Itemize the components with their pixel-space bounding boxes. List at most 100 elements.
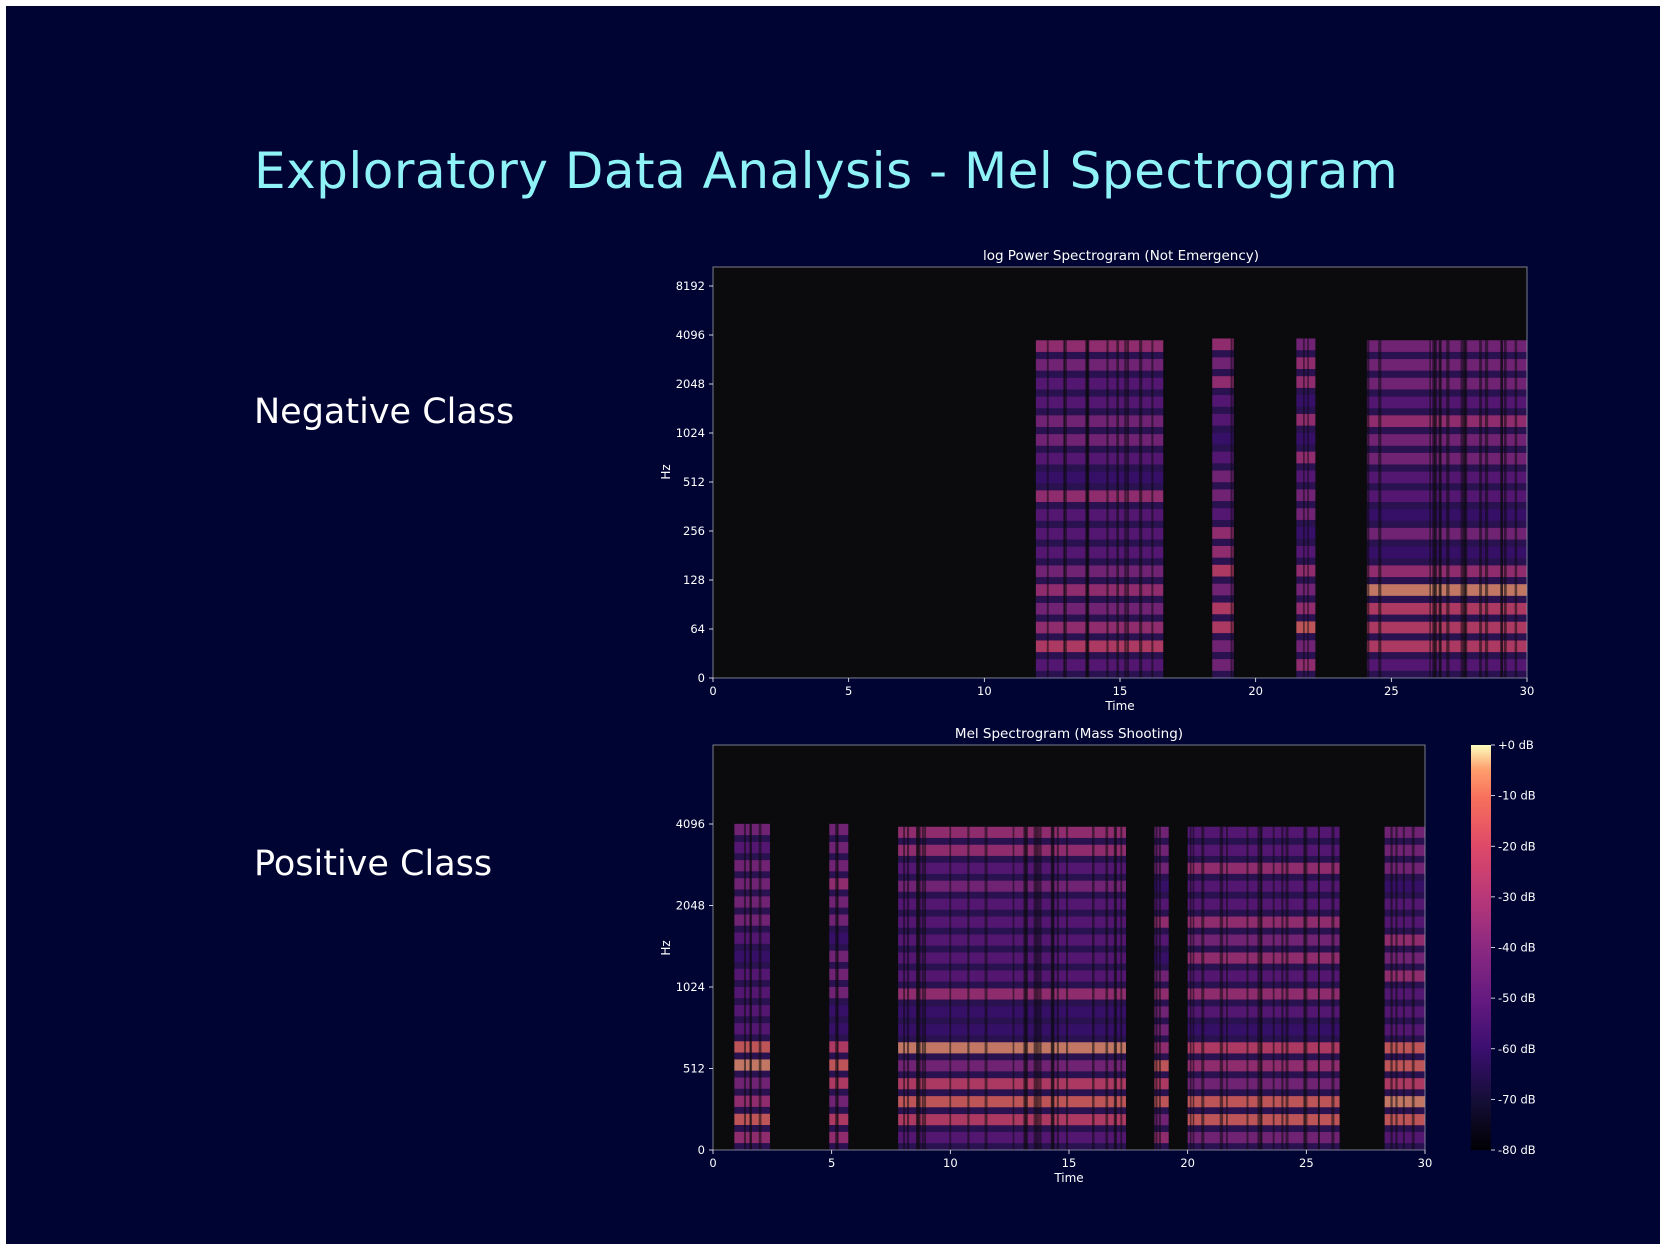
segment-harmonic	[1384, 916, 1425, 928]
chart2-x-tick-label: 15	[1062, 1156, 1077, 1170]
segment-harmonic	[734, 968, 770, 981]
negative-class-label: Negative Class	[254, 392, 515, 432]
segment-harmonic	[1187, 898, 1340, 910]
segment-harmonic	[898, 1060, 1126, 1072]
segment-harmonic	[1296, 564, 1316, 577]
chart1-segment	[1035, 340, 1166, 678]
chart1-x-tick-label: 25	[1384, 684, 1399, 698]
chart1-y-tick-label: 64	[690, 622, 705, 636]
segment-harmonic	[1187, 1060, 1340, 1072]
segment-harmonic	[734, 896, 770, 908]
colorbar-tick-label: -60 dB	[1498, 1042, 1536, 1056]
segment-harmonic	[829, 1023, 849, 1035]
segment-harmonic	[1296, 357, 1316, 370]
segment-gap	[1402, 826, 1405, 1150]
segment-harmonic	[829, 896, 849, 908]
segment-gap	[1272, 826, 1275, 1150]
segment-harmonic	[1296, 508, 1316, 520]
chart1-segments	[1035, 338, 1527, 678]
segment-gap	[1120, 826, 1123, 1150]
segment-harmonic	[1035, 377, 1164, 390]
chart1-plot-area	[712, 266, 1528, 679]
segment-harmonic	[898, 844, 1126, 856]
segment-harmonic	[1212, 432, 1234, 445]
segment-gap	[1367, 340, 1370, 678]
segment-harmonic	[1384, 952, 1425, 964]
segment-harmonic	[1187, 1132, 1340, 1144]
chart1-x-axis: 0 5 10 15 20 25 30	[709, 678, 1534, 698]
segment-harmonic	[734, 986, 770, 999]
segment-harmonic	[1035, 546, 1164, 559]
segment-harmonic	[1212, 470, 1234, 483]
segment-harmonic	[734, 1041, 770, 1053]
chart1-x-tick-label: 10	[977, 684, 992, 698]
segment-harmonic	[1384, 844, 1425, 856]
segment-harmonic	[1384, 988, 1425, 1000]
segment-gap	[835, 823, 839, 1150]
segment-gap	[1307, 338, 1309, 678]
segment-gap	[1039, 826, 1042, 1150]
segment-harmonic	[829, 1059, 849, 1071]
chart1-y-tick-label: 0	[698, 671, 705, 685]
segment-harmonic	[1154, 1060, 1169, 1072]
segment-harmonic	[1187, 826, 1340, 838]
segment-harmonic	[1296, 640, 1316, 652]
segment-harmonic	[898, 934, 1126, 946]
segment-harmonic	[1154, 1024, 1169, 1036]
segment-harmonic	[1154, 862, 1169, 874]
segment-gap	[1155, 826, 1158, 1150]
segment-harmonic	[1384, 1042, 1425, 1054]
segment-harmonic	[1035, 359, 1164, 371]
segment-gap	[1056, 826, 1059, 1150]
segment-gap	[1246, 826, 1249, 1150]
segment-gap	[1318, 826, 1320, 1150]
segment-harmonic	[1384, 1006, 1425, 1018]
segment-gap	[1230, 338, 1233, 678]
segment-harmonic	[1296, 432, 1316, 445]
segment-harmonic	[1035, 659, 1164, 671]
colorbar-tick-label: -50 dB	[1498, 991, 1536, 1005]
segment-harmonic	[1384, 934, 1425, 946]
segment-harmonic	[1212, 564, 1234, 577]
segment-harmonic	[734, 950, 770, 962]
segment-harmonic	[898, 916, 1126, 928]
segment-harmonic	[1154, 826, 1169, 838]
segment-harmonic	[898, 970, 1126, 982]
segment-harmonic	[1384, 862, 1425, 874]
segment-harmonic	[1384, 1114, 1425, 1126]
segment-harmonic	[1035, 509, 1164, 521]
segment-gap	[1303, 338, 1305, 678]
segment-harmonic	[829, 1095, 849, 1107]
segment-harmonic	[1154, 880, 1169, 892]
chart1-x-tick-label: 0	[709, 684, 716, 698]
segment-gap	[1063, 340, 1067, 678]
segment-gap	[1116, 340, 1120, 678]
chart1-segment	[1212, 338, 1236, 678]
chart2-y-axis: 0 512 1024 2048 4096	[676, 817, 713, 1157]
segment-harmonic	[1187, 862, 1340, 874]
segment-gap	[1046, 340, 1049, 678]
chart2-y-tick-label: 2048	[676, 899, 705, 913]
chart1-y-axis-label: Hz	[659, 464, 673, 479]
segment-harmonic	[734, 1113, 770, 1125]
segment-harmonic	[1187, 916, 1340, 928]
segment-harmonic	[1154, 1042, 1169, 1054]
segment-harmonic	[898, 880, 1126, 892]
segment-harmonic	[829, 1041, 849, 1053]
segment-harmonic	[1212, 489, 1234, 502]
chart2-segment	[734, 823, 770, 1150]
segment-harmonic	[1384, 880, 1425, 892]
segment-harmonic	[829, 950, 849, 962]
segment-harmonic	[1212, 659, 1234, 671]
segment-gap	[1092, 826, 1095, 1150]
segment-harmonic	[1187, 988, 1340, 1000]
segment-harmonic	[1187, 1024, 1340, 1036]
segment-harmonic	[1154, 1114, 1169, 1126]
chart1-segment	[1366, 340, 1527, 678]
chart2-y-tick-label: 4096	[676, 817, 705, 831]
segment-harmonic	[1154, 988, 1169, 1000]
segment-gap	[1514, 340, 1518, 678]
segment-gap	[1219, 826, 1224, 1150]
segment-gap	[1189, 826, 1192, 1150]
segment-harmonic	[829, 842, 849, 854]
